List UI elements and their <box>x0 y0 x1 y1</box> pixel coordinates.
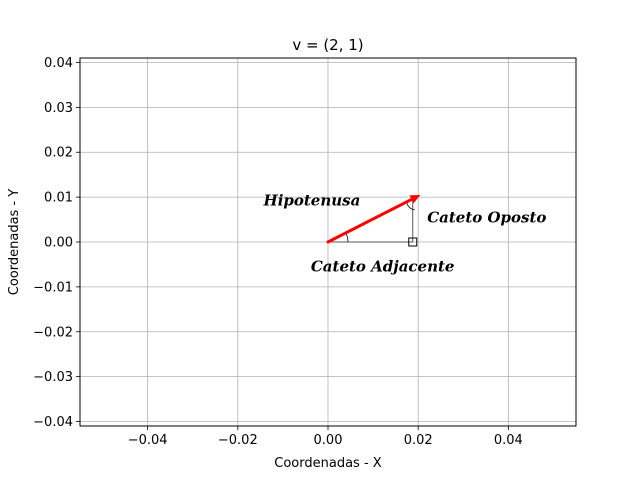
annotation-label: Hipotenusa <box>263 192 361 210</box>
annotation-label: Cateto Adjacente <box>311 258 455 276</box>
y-tick-label: 0.02 <box>44 146 73 161</box>
right-angle-marker <box>408 237 418 247</box>
chart-title: v = (2, 1) <box>292 36 363 54</box>
y-tick-label: −0.01 <box>33 280 73 295</box>
x-tick-label: −0.04 <box>128 433 168 448</box>
y-tick-label: 0.01 <box>44 191 73 206</box>
vector-shaft <box>326 197 414 244</box>
x-tick-label: 0.00 <box>314 433 343 448</box>
x-axis-label: Coordenadas - X <box>274 456 382 471</box>
y-tick-label: −0.02 <box>33 325 73 340</box>
x-tick-label: −0.02 <box>218 433 258 448</box>
x-tick-label: 0.02 <box>404 433 433 448</box>
ticks: −0.04 −0.02 0.00 0.02 0.04 −0.04 −0.03 −0.02 −0.… <box>33 56 523 448</box>
x-tick-label: 0.04 <box>494 433 523 448</box>
y-tick-label: 0.00 <box>44 236 73 251</box>
y-tick-label: 0.04 <box>44 56 73 71</box>
y-tick-label: 0.03 <box>44 101 73 116</box>
chart-marks: Hipotenusa Cateto Oposto Cateto Adjacente <box>263 192 547 276</box>
annotation-label: Cateto Oposto <box>427 208 546 226</box>
y-axis-label: Coordenadas - Y <box>7 189 22 296</box>
y-tick-label: −0.04 <box>33 415 73 430</box>
vector-arrowhead <box>409 194 421 204</box>
y-tick-label: −0.03 <box>33 370 73 385</box>
grid <box>80 58 576 426</box>
